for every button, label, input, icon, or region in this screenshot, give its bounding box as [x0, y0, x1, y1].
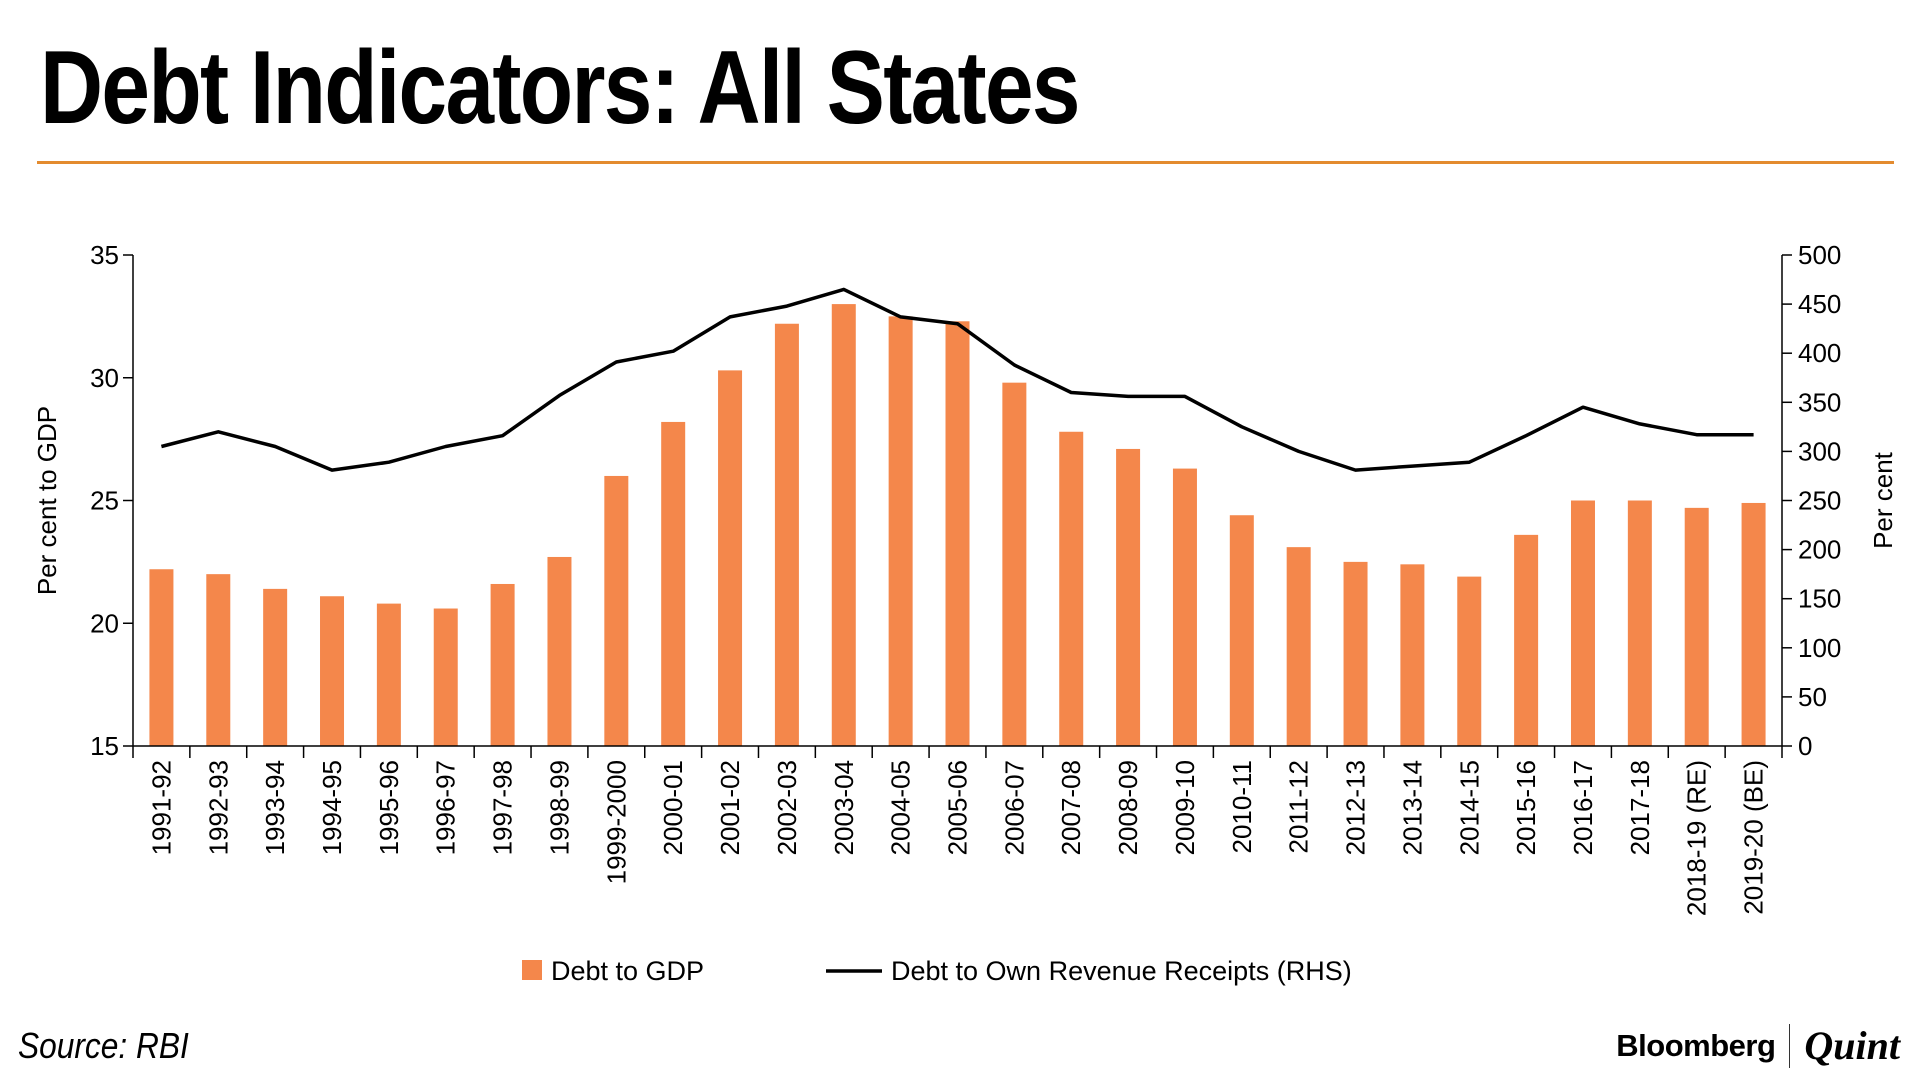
bar-2005-06	[945, 321, 970, 746]
bar-1993-94	[263, 588, 288, 746]
right-tick-label: 150	[1798, 584, 1841, 614]
right-tick-label: 0	[1798, 731, 1812, 761]
x-tick-label: 1995-96	[374, 760, 404, 855]
x-tick-label: 1993-94	[260, 760, 290, 855]
page-title: Debt Indicators: All States	[40, 30, 1080, 146]
bar-1999-2000	[604, 475, 629, 746]
x-tick-label: 2004-05	[886, 760, 916, 855]
x-tick-label: 2005-06	[943, 760, 973, 855]
x-tick-label: 2011-12	[1284, 760, 1314, 854]
bar-2009-10	[1172, 468, 1197, 746]
x-tick-label: 2007-08	[1056, 760, 1086, 855]
right-tick-label: 200	[1798, 535, 1841, 565]
left-tick-label: 35	[90, 240, 119, 270]
x-tick-label: 2015-16	[1511, 760, 1541, 855]
left-tick-label: 25	[90, 486, 119, 516]
x-tick-label: 2002-03	[772, 760, 802, 855]
x-tick-label: 2010-11	[1227, 760, 1257, 854]
right-tick-label: 500	[1798, 240, 1841, 270]
bar-2017-18	[1627, 500, 1652, 746]
bar-2002-03	[774, 323, 799, 746]
bar-2014-15	[1457, 576, 1482, 746]
bar-2015-16	[1514, 534, 1539, 746]
x-tick-label: 2016-17	[1568, 760, 1598, 855]
brand-logo: Bloomberg Quint	[1616, 1022, 1900, 1069]
right-tick-label: 100	[1798, 633, 1841, 663]
x-tick-label: 2008-09	[1113, 760, 1143, 855]
right-tick-label: 50	[1798, 682, 1827, 712]
bar-2013-14	[1400, 564, 1425, 746]
bar-2007-08	[1059, 431, 1084, 746]
x-tick-label: 1998-99	[544, 760, 574, 855]
chart-legend: Debt to GDP Debt to Own Revenue Receipts …	[522, 956, 1352, 986]
legend-bar-label: Debt to GDP	[551, 956, 704, 986]
x-tick-label: 1994-95	[317, 760, 347, 855]
bar-series	[149, 304, 1766, 746]
right-tick-label: 450	[1798, 289, 1841, 319]
x-tick-label: 2000-01	[658, 760, 688, 855]
bar-1996-97	[433, 608, 458, 746]
legend-bar-swatch	[522, 960, 542, 980]
x-tick-label: 1996-97	[431, 760, 461, 855]
bar-1997-98	[490, 583, 515, 746]
x-tick-label: 2012-13	[1341, 760, 1371, 855]
x-tick-label: 2006-07	[999, 760, 1029, 855]
x-tick-label: 2014-15	[1454, 760, 1484, 855]
bar-2018-19 (RE)	[1684, 507, 1709, 746]
bar-2010-11	[1229, 515, 1254, 746]
bar-1998-99	[547, 556, 572, 746]
right-axis-title: Per cent	[1868, 451, 1898, 549]
brand-bloomberg: Bloomberg	[1616, 1027, 1776, 1063]
bar-2001-02	[718, 370, 743, 746]
x-tick-label: 2001-02	[715, 760, 745, 855]
right-tick-label: 400	[1798, 338, 1841, 368]
title-divider	[37, 161, 1894, 164]
x-tick-label: 2019-20 (BE)	[1739, 760, 1769, 915]
bar-2004-05	[888, 316, 913, 746]
left-tick-label: 30	[90, 363, 119, 393]
left-tick-label: 20	[90, 608, 119, 638]
x-tick-label: 1992-93	[203, 760, 233, 855]
x-tick-label: 2018-19 (RE)	[1682, 760, 1712, 916]
x-tick-label: 1991-92	[146, 760, 176, 855]
bar-1991-92	[149, 569, 174, 746]
bar-2019-20 (BE)	[1741, 502, 1766, 746]
left-tick-label: 15	[90, 731, 119, 761]
left-axis-title: Per cent to GDP	[32, 406, 62, 595]
bar-2012-13	[1343, 561, 1368, 746]
line-series	[160, 287, 1754, 472]
bar-2006-07	[1002, 382, 1027, 746]
right-tick-label: 300	[1798, 436, 1841, 466]
source-note: Source: RBI	[18, 1025, 189, 1066]
bar-1995-96	[376, 603, 401, 746]
x-tick-label: 2013-14	[1397, 760, 1427, 855]
debt-to-revenue-line	[160, 287, 1754, 472]
x-tick-label: 2003-04	[829, 760, 859, 855]
right-tick-label: 250	[1798, 486, 1841, 516]
bar-2011-12	[1286, 547, 1311, 746]
x-tick-label: 1999-2000	[601, 760, 631, 884]
bar-2016-17	[1570, 500, 1595, 746]
brand-separator	[1789, 1023, 1791, 1068]
chart-axes: 1520253035050100150200250300350400450500…	[32, 240, 1898, 916]
brand-quint: Quint	[1804, 1023, 1900, 1068]
bar-2000-01	[661, 421, 686, 746]
x-tick-label: 2009-10	[1170, 760, 1200, 855]
legend-line-label: Debt to Own Revenue Receipts (RHS)	[891, 956, 1352, 986]
x-tick-label: 2017-18	[1625, 760, 1655, 855]
bar-1992-93	[206, 574, 231, 746]
right-tick-label: 350	[1798, 387, 1841, 417]
bar-2008-09	[1116, 448, 1141, 746]
bar-2003-04	[831, 304, 856, 746]
x-tick-label: 1997-98	[488, 760, 518, 855]
bar-1994-95	[320, 596, 345, 746]
